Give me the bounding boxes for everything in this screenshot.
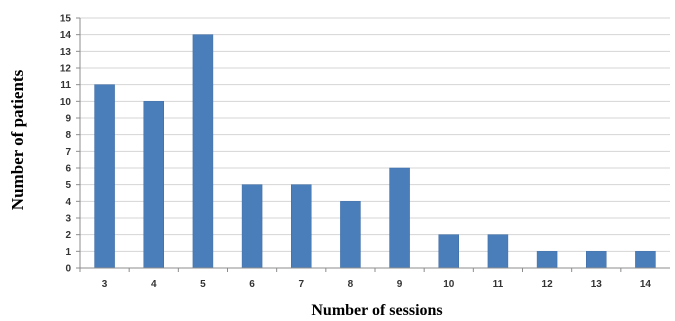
y-tick-label: 5	[65, 180, 71, 191]
x-tick-labels: 3 4 5 6 7 8 9 10 11 12 13 14	[102, 279, 652, 290]
bar-sessions-11	[487, 234, 509, 269]
x-tick-label: 5	[200, 279, 206, 290]
bar-sessions-3	[94, 84, 115, 269]
bar-sessions-8	[340, 201, 361, 269]
x-tick-label: 9	[397, 279, 403, 290]
bars	[94, 34, 656, 269]
bar-sessions-13	[586, 251, 607, 269]
axes	[76, 17, 670, 272]
bar-sessions-6	[241, 184, 263, 269]
x-tick-label: 12	[542, 279, 554, 290]
y-tick-label: 13	[60, 47, 72, 58]
y-tick-label: 14	[60, 30, 72, 41]
bar-sessions-10	[438, 234, 459, 269]
bar-sessions-9	[389, 167, 410, 269]
x-tick-label: 7	[298, 279, 304, 290]
y-tick-label: 4	[65, 197, 71, 208]
y-tick-label: 9	[65, 114, 71, 125]
x-tick-label: 6	[249, 279, 255, 290]
y-tick-label: 15	[60, 14, 72, 25]
y-tick-label: 0	[65, 264, 71, 275]
y-tick-label: 7	[65, 147, 71, 158]
bar-sessions-7	[291, 184, 312, 269]
y-tick-label: 1	[65, 247, 71, 258]
y-tick-label: 2	[65, 230, 71, 241]
x-tick-label: 14	[640, 279, 652, 290]
x-tick-label: 8	[348, 279, 354, 290]
x-tick-label: 10	[443, 279, 455, 290]
bar-sessions-5	[192, 34, 214, 269]
y-axis-label: Number of patients	[8, 69, 27, 210]
y-tick-label: 10	[60, 97, 72, 108]
y-tick-label: 8	[65, 130, 71, 141]
bar-sessions-12	[536, 251, 558, 269]
bar-sessions-14	[635, 251, 656, 269]
y-tick-label: 6	[65, 164, 71, 175]
y-tick-label: 11	[60, 80, 71, 91]
bar-sessions-4	[143, 101, 164, 269]
x-tick-label: 3	[102, 279, 108, 290]
x-tick-label: 11	[493, 279, 504, 290]
y-tick-label: 12	[60, 64, 72, 75]
x-tick-label: 4	[151, 279, 157, 290]
x-tick-label: 13	[591, 279, 603, 290]
gridlines	[80, 17, 670, 252]
y-tick-label: 3	[65, 214, 71, 225]
x-axis-label: Number of sessions	[311, 302, 442, 319]
